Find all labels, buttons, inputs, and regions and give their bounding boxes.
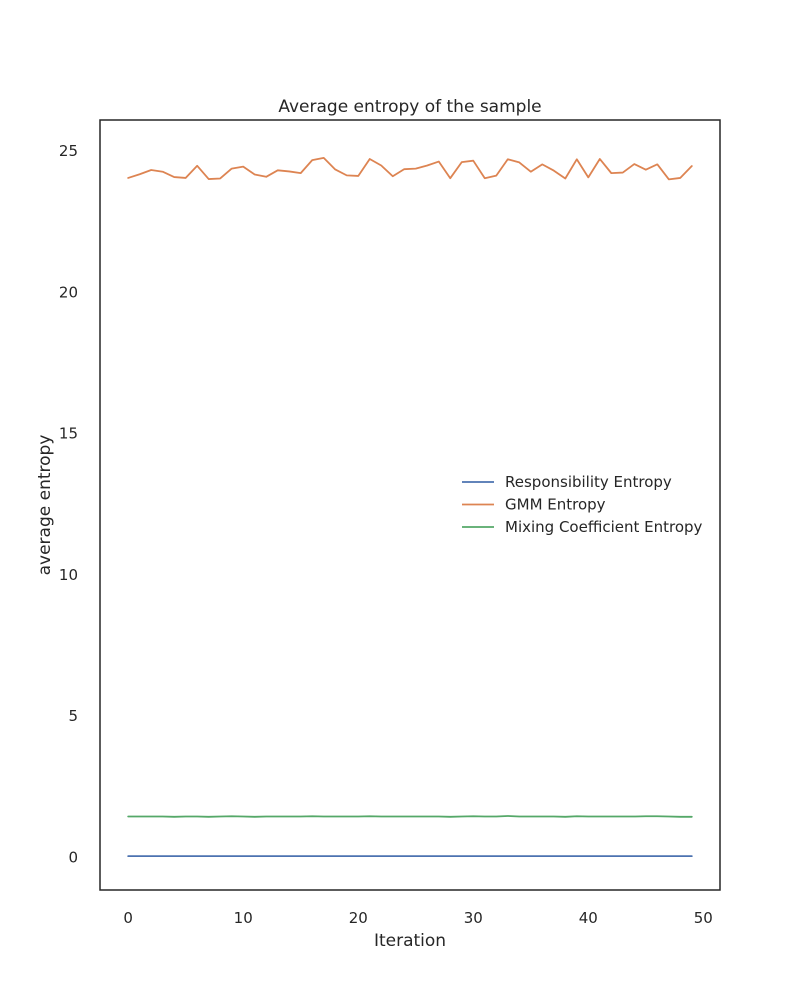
y-axis-label: average entropy [35,435,55,576]
x-ticks: 0 10 20 30 40 50 [123,909,712,927]
chart-title: Average entropy of the sample [278,97,541,117]
y-tick-label: 10 [59,566,78,584]
y-tick-label: 0 [68,849,78,867]
x-tick-label: 40 [579,909,598,927]
y-tick-label: 25 [59,142,78,160]
legend-label-0: Responsibility Entropy [505,473,672,491]
plot-lines [127,156,693,857]
y-tick-label: 20 [59,283,78,301]
x-tick-label: 10 [234,909,253,927]
legend: Responsibility Entropy GMM Entropy Mixing … [462,473,703,536]
x-tick-label: 0 [123,909,133,927]
x-tick-label: 50 [694,909,713,927]
x-tick-label: 30 [464,909,483,927]
legend-label-1: GMM Entropy [505,496,606,514]
y-tick-label: 5 [68,707,78,725]
legend-label-2: Mixing Coefficient Entropy [505,518,703,536]
y-ticks: 0 5 10 15 20 25 [59,142,78,866]
x-tick-label: 20 [349,909,368,927]
y-tick-label: 15 [59,425,78,443]
plot-frame [99,119,721,891]
series-line-1 [127,156,693,181]
series-line-2 [127,815,693,818]
x-axis-label: Iteration [374,931,446,951]
